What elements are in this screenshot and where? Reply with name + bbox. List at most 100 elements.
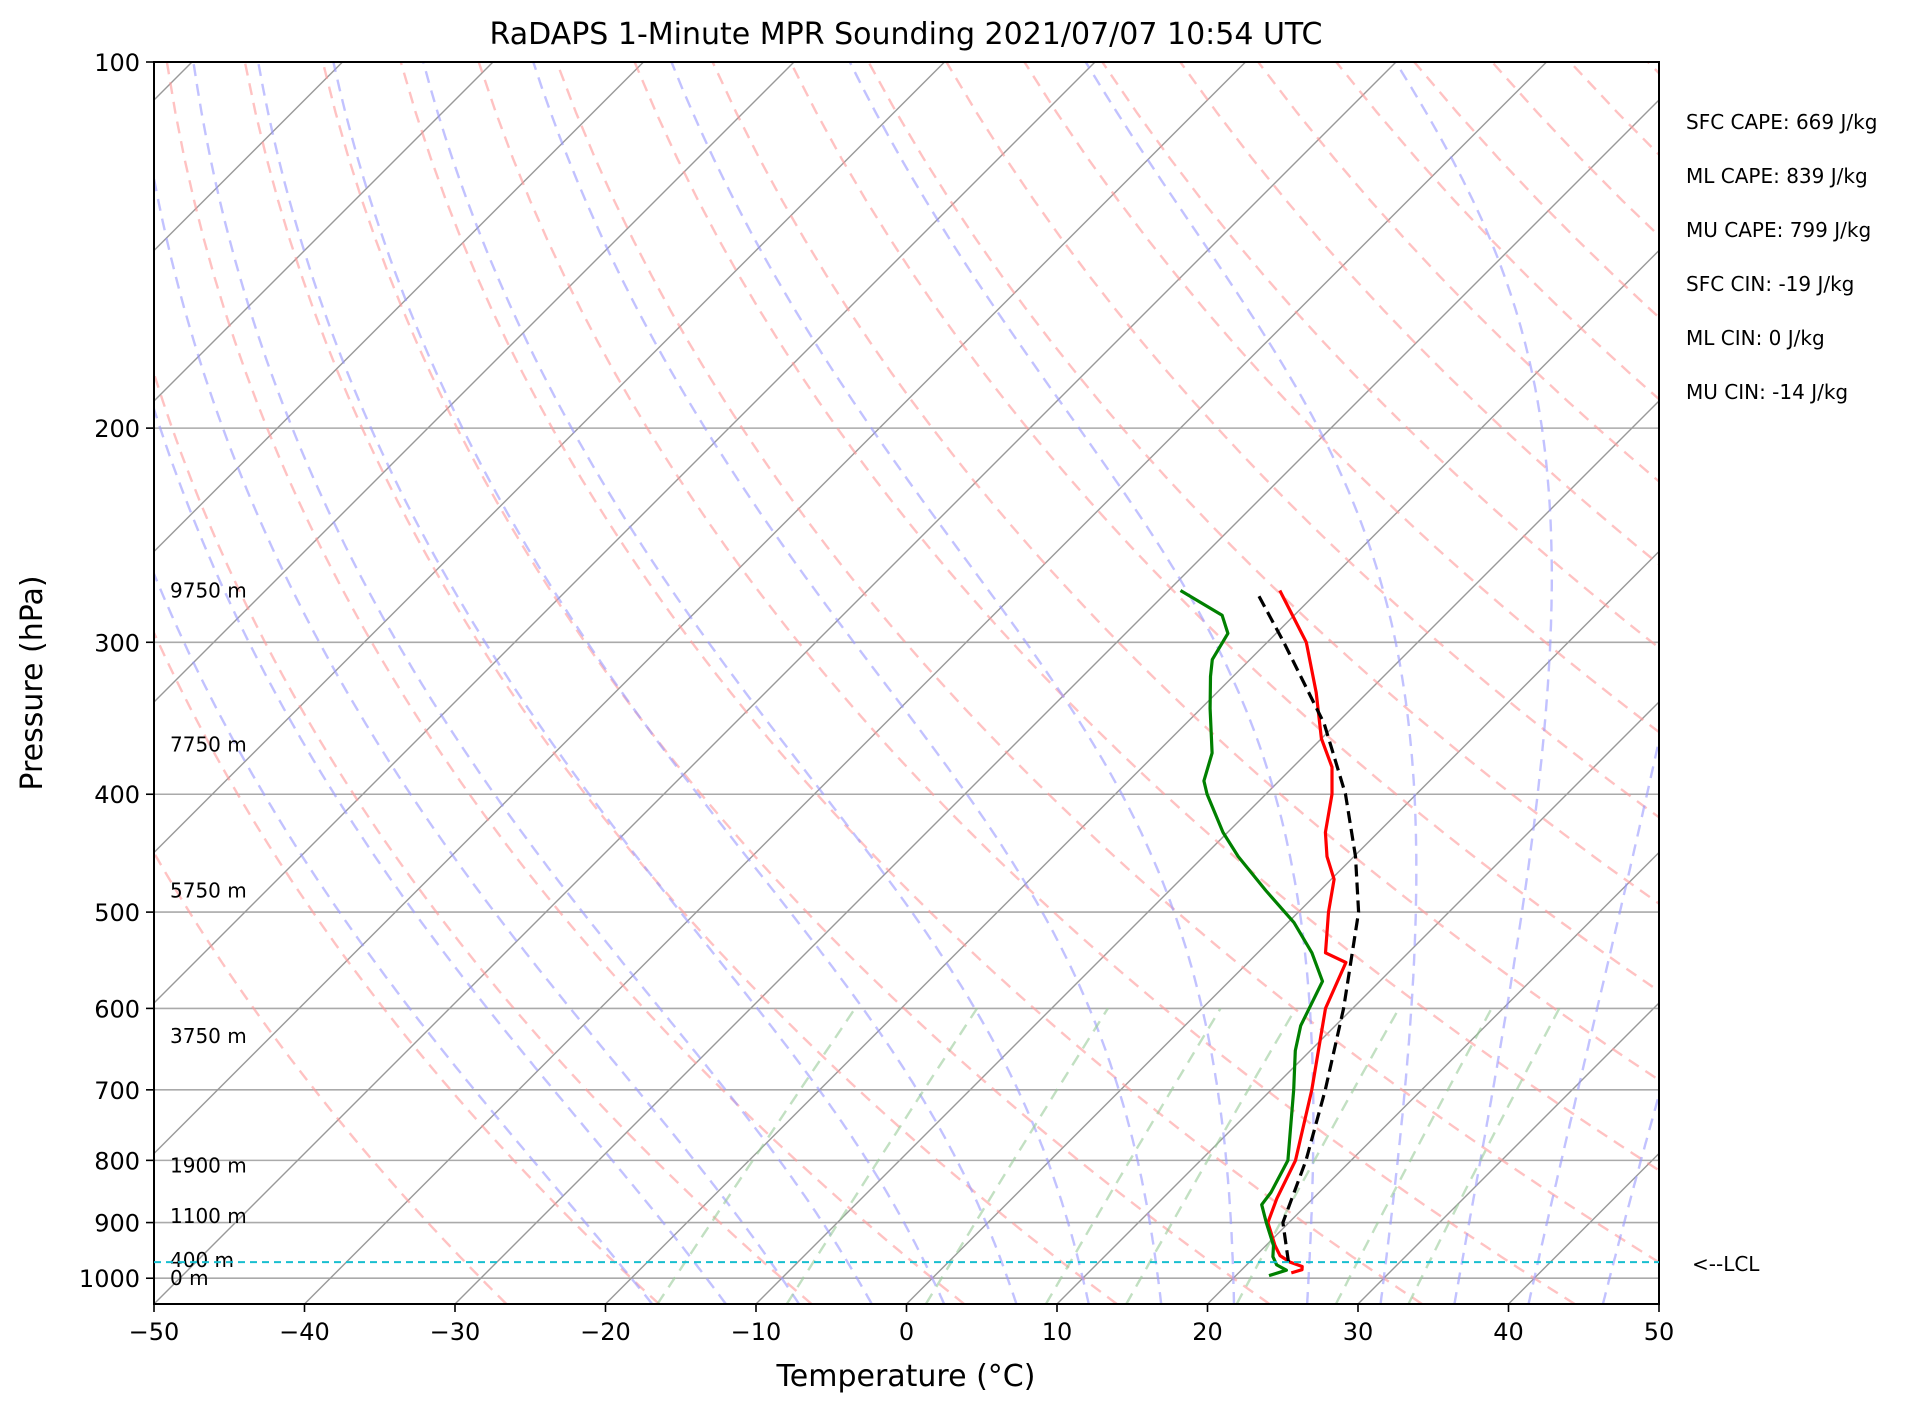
height-label: 1100 m [170,1204,247,1228]
y-tick-label: 1000 [79,1265,140,1293]
x-axis: −50 −40 −30 −20 −10 0 10 20 30 40 50 [129,1304,1675,1346]
index-label: SFC CIN: -19 J/kg [1686,272,1854,296]
index-label: SFC CAPE: 669 J/kg [1686,110,1877,134]
height-label: 7750 m [170,732,247,756]
dry-adiabat-line [1023,62,1659,734]
y-tick-label: 300 [94,629,140,657]
moist-adiabat-line [154,405,727,1304]
moist-adiabat-line [532,62,1163,1304]
dry-adiabat-line [555,62,1659,1264]
mixing-ratio-line [1125,1007,1297,1304]
y-tick-label: 900 [94,1210,140,1238]
height-label: 400 m [170,1248,234,1272]
index-label: MU CIN: -14 J/kg [1686,380,1848,404]
dry-adiabat-line [165,62,965,1304]
mixing-ratio-line [1044,1007,1222,1304]
isotherm-line [154,62,494,402]
isotherm-line [605,249,1659,1304]
x-tick-label: 30 [1343,1318,1374,1346]
lcl-marker: <--LCL [154,1252,1760,1276]
moist-adiabat-line [1394,62,1554,1304]
moist-adiabat-line [1084,62,1418,1304]
moist-adiabat-line [332,62,1018,1304]
mixing-ratio-line [785,1007,979,1304]
isotherm-line [906,550,1659,1304]
stability-indices: SFC CAPE: 669 J/kg ML CAPE: 839 J/kg MU CA… [1686,110,1877,404]
y-tick-label: 600 [94,995,140,1023]
height-label: 0 m [170,1266,209,1290]
moist-adiabat-line [670,62,1236,1304]
y-tick-label: 200 [94,415,140,443]
mixing-ratio-line [1407,1007,1561,1304]
background-lines [154,62,1659,1304]
profile-lines [1179,589,1361,1278]
dry-adiabat-line [243,62,1118,1304]
moist-adiabat-line [192,62,873,1304]
height-label: 1900 m [170,1154,247,1178]
isotherm-line [154,62,795,703]
x-tick-label: −40 [279,1318,330,1346]
y-tick-label: 400 [94,781,140,809]
lcl-label: <--LCL [1692,1252,1760,1276]
dry-adiabat-line [711,62,1659,1082]
dry-adiabat-line [154,629,660,1304]
moist-adiabat-line [154,172,801,1304]
x-tick-label: 0 [899,1318,914,1346]
moist-adiabat-line [848,62,1315,1304]
height-label: 5750 m [170,879,247,903]
isotherm-line [1056,701,1659,1304]
isotherm-line [154,62,1397,1304]
index-label: ML CAPE: 839 J/kg [1686,164,1868,188]
dry-adiabat-line [477,62,1576,1304]
x-tick-label: 10 [1042,1318,1073,1346]
isotherm-line [1357,1002,1659,1304]
chart-title: RaDAPS 1-Minute MPR Sounding 2021/07/07 … [490,17,1323,52]
x-tick-label: −50 [129,1318,180,1346]
dry-adiabat-line [789,62,1659,993]
height-label: 9750 m [170,579,247,603]
height-labels: 9750 m 7750 m 5750 m 3750 m 1900 m 1100 m 400 … [170,579,247,1291]
moist-adiabat-line [1527,734,1659,1304]
x-tick-label: 20 [1192,1318,1223,1346]
x-tick-label: −10 [731,1318,782,1346]
height-label: 3750 m [170,1024,247,1048]
dry-adiabat-line [867,62,1659,906]
moist-adiabat-line [1601,1090,1659,1304]
y-tick-label: 100 [94,49,140,77]
isotherm-line [154,62,945,854]
y-tick-label: 500 [94,899,140,927]
x-tick-label: −30 [430,1318,481,1346]
moist-adiabat-line [154,570,654,1304]
dry-adiabat-line [945,62,1659,819]
dry-adiabat-line [1101,62,1659,650]
index-label: ML CIN: 0 J/kg [1686,326,1825,350]
y-tick-label: 800 [94,1147,140,1175]
x-axis-label: Temperature (°C) [776,1359,1036,1394]
dry-adiabat-line [633,62,1659,1172]
x-tick-label: 50 [1644,1318,1675,1346]
x-tick-label: 40 [1493,1318,1524,1346]
moist-adiabat-line [422,62,1090,1304]
dewpoint-line [1179,589,1325,1278]
isotherm-line [154,62,1246,1155]
temperature-line [1266,589,1348,1275]
isotherm-line [454,99,1659,1304]
dry-adiabat-line [321,62,1271,1304]
mixing-ratio-line [1334,1007,1493,1304]
isotherm-line [1207,851,1659,1304]
y-axis-label: Pressure (hPa) [15,575,50,790]
mixing-ratio-line [924,1007,1109,1304]
isotherm-line [154,62,644,553]
mixing-ratio-line [656,1007,857,1304]
isotherm-line [154,62,1096,1004]
mixing-ratio-line [1235,1007,1401,1304]
y-axis: 1000 900 800 700 600 500 400 300 200 100 [79,49,154,1293]
y-tick-label: 700 [94,1077,140,1105]
parcel-line [1257,595,1361,1263]
index-label: MU CAPE: 799 J/kg [1686,218,1871,242]
isotherm-line [304,62,1547,1304]
x-tick-label: −20 [580,1318,631,1346]
dry-adiabat-line [399,62,1423,1304]
